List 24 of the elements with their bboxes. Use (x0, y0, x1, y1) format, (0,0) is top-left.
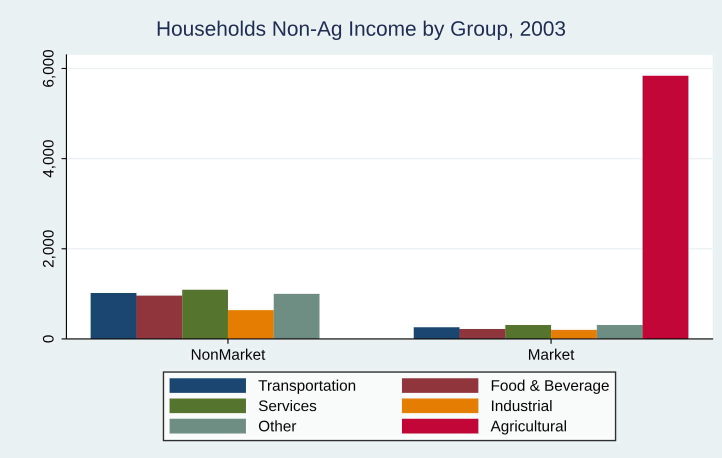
bar (228, 310, 274, 339)
bar (182, 290, 228, 339)
y-tick-label: 6,000 (42, 50, 56, 87)
bar (414, 327, 460, 339)
legend-label: Food & Beverage (492, 380, 609, 394)
bar (274, 294, 320, 339)
legend-label: Agricultural (490, 420, 566, 434)
bar (596, 324, 643, 339)
legend-label: Services (258, 400, 316, 412)
bar (136, 296, 182, 339)
bar (505, 324, 552, 339)
bar (90, 292, 136, 339)
legend-label: Transportation (258, 380, 356, 394)
bar (551, 330, 597, 339)
bar (642, 76, 688, 339)
x-tick-label: Market (528, 348, 574, 360)
legend-label: Other (258, 420, 296, 432)
bar (460, 329, 506, 339)
chart-title: Households Non-Ag Income by Group, 2003 (158, 20, 566, 40)
y-tick-label: 4,000 (42, 140, 56, 178)
x-tick-label: NonMarket (192, 348, 266, 360)
y-tick-label: 0 (42, 335, 54, 343)
y-tick-label: 2,000 (42, 230, 56, 268)
legend-label: Industrial (492, 400, 552, 412)
